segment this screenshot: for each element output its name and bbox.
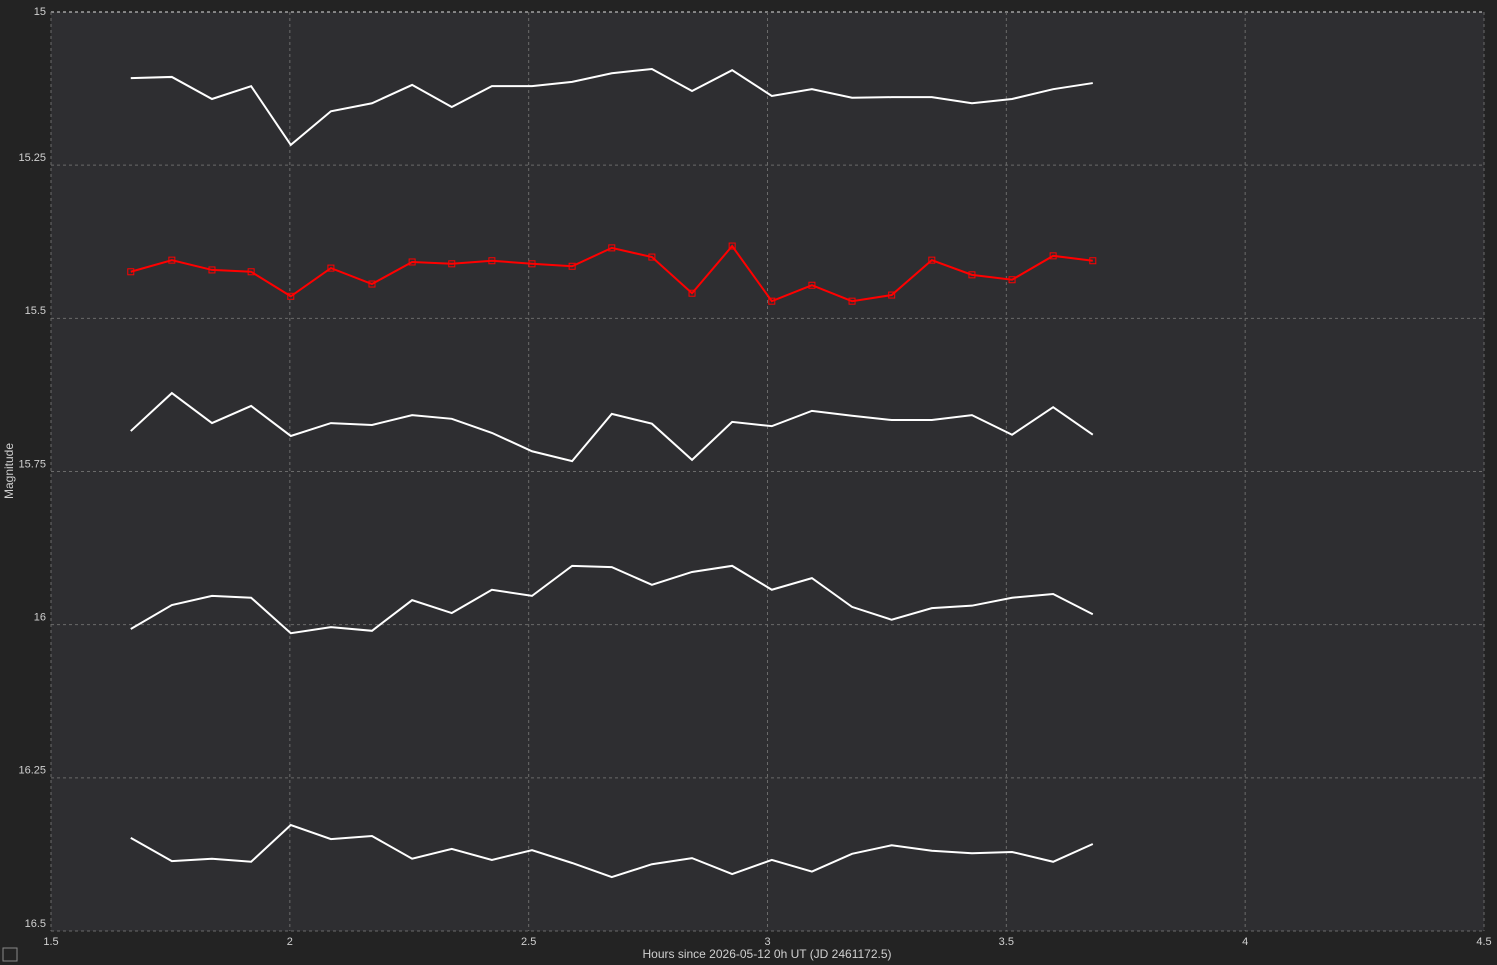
data-point — [848, 297, 856, 305]
x-tick-label: 4 — [1242, 936, 1248, 948]
x-tick-label: 3.5 — [999, 936, 1014, 948]
x-tick-label: 2 — [287, 936, 293, 948]
data-point — [608, 244, 616, 252]
y-tick-label: 16 — [34, 612, 46, 624]
y-tick-label: 15.5 — [25, 305, 46, 317]
data-point — [368, 280, 376, 288]
corner-icon[interactable] — [2, 947, 18, 962]
data-line — [130, 244, 1093, 303]
data-point — [568, 262, 576, 270]
y-tick-label: 15.75 — [18, 458, 46, 470]
x-tick-label: 2.5 — [521, 936, 536, 948]
data-point — [448, 260, 456, 268]
data-point — [728, 242, 736, 250]
data-point — [127, 268, 135, 276]
y-tick-label: 16.5 — [25, 918, 46, 930]
data-line — [130, 391, 1094, 463]
y-tick-label: 15 — [34, 6, 46, 18]
x-tick-label: 4.5 — [1476, 936, 1491, 948]
data-point — [208, 266, 216, 274]
data-point — [287, 292, 295, 300]
data-point — [1049, 252, 1057, 260]
data-point — [968, 271, 976, 279]
data-point — [1089, 257, 1097, 265]
data-line — [130, 564, 1094, 635]
data-line — [130, 823, 1094, 879]
y-axis-label: Magnitude — [2, 443, 16, 499]
data-point — [1008, 276, 1016, 284]
data-point — [168, 256, 176, 264]
y-tick-label: 16.25 — [18, 765, 46, 777]
data-point — [648, 253, 656, 261]
data-point — [247, 268, 255, 276]
x-axis-label: Hours since 2026-05-12 0h UT (JD 2461172… — [642, 947, 891, 961]
data-point — [768, 297, 776, 305]
data-point — [688, 289, 696, 297]
y-tick-label: 15.25 — [18, 152, 46, 164]
data-point — [327, 264, 335, 272]
data-point — [808, 281, 816, 289]
data-point — [528, 260, 536, 268]
x-tick-label: 3 — [764, 936, 770, 948]
data-point — [408, 258, 416, 266]
data-line — [130, 67, 1093, 147]
data-point — [488, 257, 496, 265]
data-point — [888, 291, 896, 299]
data-point — [928, 256, 936, 264]
x-tick-label: 1.5 — [43, 936, 58, 948]
